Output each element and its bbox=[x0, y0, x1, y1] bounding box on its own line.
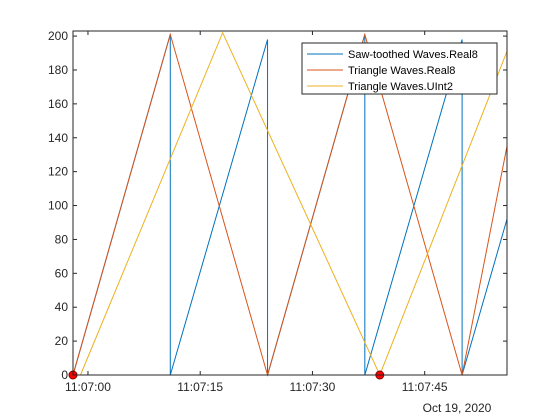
y-axis: 0 20 40 60 80 100 120 140 160 180 200 bbox=[48, 29, 507, 382]
y-tick-label: 200 bbox=[48, 29, 68, 43]
legend: Saw-toothed Waves.Real8 Triangle Waves.Re… bbox=[301, 42, 498, 95]
series-layer bbox=[72, 31, 508, 377]
legend-label: Triangle Waves.Real8 bbox=[348, 65, 455, 77]
x-tick-label: 11:07:00 bbox=[65, 380, 111, 394]
y-tick-label: 180 bbox=[48, 63, 68, 77]
y-tick-label: 160 bbox=[48, 97, 68, 111]
x-tick-label: 11:07:30 bbox=[290, 380, 336, 394]
series-line-2 bbox=[72, 32, 508, 377]
x-tick-label: 11:07:45 bbox=[402, 380, 448, 394]
y-tick-label: 100 bbox=[48, 199, 68, 213]
legend-label: Triangle Waves.UInt2 bbox=[348, 81, 453, 93]
axes-box bbox=[72, 30, 508, 376]
y-tick-label: 140 bbox=[48, 131, 68, 145]
x-axis-date-label: Oct 19, 2020 bbox=[423, 401, 492, 415]
y-tick-label: 40 bbox=[55, 300, 69, 314]
x-axis: 11:07:00 11:07:15 11:07:30 11:07:45 bbox=[65, 31, 448, 394]
y-tick-label: 120 bbox=[48, 165, 68, 179]
y-tick-label: 0 bbox=[61, 368, 68, 382]
x-tick-label: 11:07:15 bbox=[177, 380, 223, 394]
series-line-3 bbox=[80, 31, 508, 377]
y-tick-label: 20 bbox=[55, 334, 69, 348]
legend-label: Saw-toothed Waves.Real8 bbox=[348, 49, 478, 61]
y-tick-label: 60 bbox=[55, 266, 69, 280]
y-tick-label: 80 bbox=[55, 232, 69, 246]
